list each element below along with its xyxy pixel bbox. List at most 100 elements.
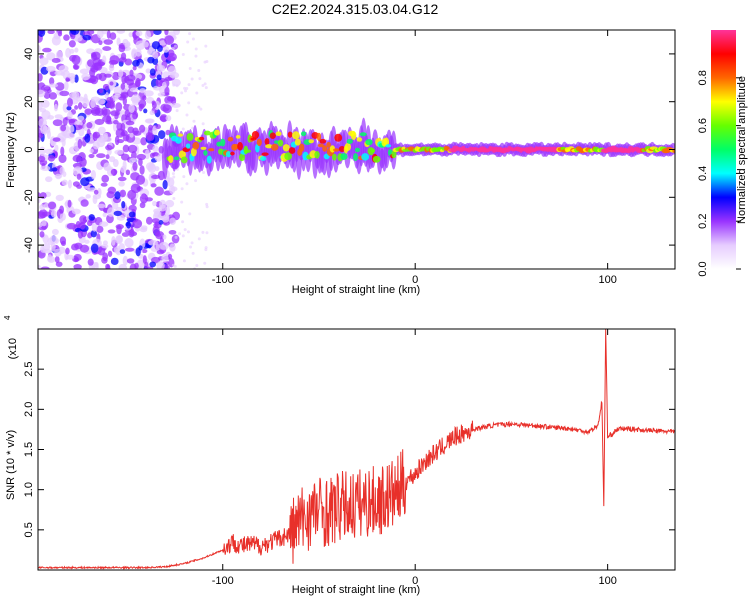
spectrogram-cell xyxy=(38,102,43,111)
snr-y-tick-label: 2.5 xyxy=(23,362,35,377)
spectrogram-cell xyxy=(48,83,59,88)
spectrogram-band-core xyxy=(216,141,222,147)
spectrogram-cell xyxy=(141,248,148,254)
snr-x-tick-label: -100 xyxy=(212,575,234,587)
spectrogram-band-core xyxy=(270,143,279,151)
spectrogram-cell xyxy=(39,192,47,199)
spectrogram-cell xyxy=(43,86,51,91)
spectrogram-cell xyxy=(38,192,41,197)
spectrogram-cell xyxy=(139,202,146,209)
spectrogram-cell xyxy=(135,174,146,185)
spectrogram-y-ticks: -40 -20 0 20 40 xyxy=(23,48,675,253)
spectrogram-cell xyxy=(167,49,175,57)
spectrogram-band-core xyxy=(372,155,381,163)
spectrogram-cell xyxy=(139,165,145,175)
spectrogram-cell xyxy=(62,171,67,177)
spectrogram-cell xyxy=(188,66,192,70)
spectrogram-marks xyxy=(38,30,675,269)
colorbar-label: Normalized spectral amplitude xyxy=(736,76,748,224)
spectrogram-cell xyxy=(132,162,138,171)
spectrogram-cell xyxy=(66,97,73,108)
spectrogram-cell xyxy=(122,144,130,153)
spectrogram-cell xyxy=(90,169,96,180)
spectrogram-band-core xyxy=(340,153,348,160)
spectrogram-cell xyxy=(128,104,135,113)
spectrogram-band-core xyxy=(198,136,205,141)
spectrogram-cell xyxy=(79,221,86,230)
spectrogram-cell xyxy=(90,243,99,254)
spectrogram-band-core xyxy=(338,145,346,153)
spectrogram-cell xyxy=(134,262,139,269)
spectrogram-y-axis-label: Frequency (Hz) xyxy=(5,112,17,188)
spectrogram-cell xyxy=(175,84,179,88)
spectrogram-cell xyxy=(103,39,114,45)
spectrogram-cell xyxy=(38,89,46,98)
spectrogram-cell xyxy=(42,234,49,244)
spectrogram-cell xyxy=(149,261,157,268)
spectrogram-cell xyxy=(96,30,104,39)
spectrogram-cell xyxy=(40,266,50,269)
spectrogram-cell xyxy=(59,90,70,97)
spectrogram-cell xyxy=(138,124,146,133)
spectrogram-cell xyxy=(82,34,92,41)
spectrogram-cell xyxy=(63,34,70,41)
spectrogram-cell xyxy=(145,68,151,74)
spectrogram-band-core xyxy=(361,153,370,161)
spectrogram-cell xyxy=(145,118,154,123)
spectrogram-cell xyxy=(108,64,115,72)
spectrogram-cell xyxy=(76,173,82,180)
spectrogram-cell xyxy=(67,72,76,80)
spectrogram-band-core xyxy=(244,149,252,153)
spectrogram-cell xyxy=(185,86,189,90)
spectrogram-cell xyxy=(132,219,143,229)
colorbar-tick-label: 0.4 xyxy=(697,166,709,181)
spectrogram-cell xyxy=(184,89,188,93)
spectrogram-cell xyxy=(92,195,98,204)
colorbar-tick-label: 0.0 xyxy=(697,261,709,276)
spectrogram-cell xyxy=(186,230,190,234)
spectrogram-cell xyxy=(76,155,81,162)
spectrogram-band-core xyxy=(206,155,212,164)
spectrogram-band-core xyxy=(294,138,301,146)
spectrogram-band-core xyxy=(383,137,390,147)
spectrogram-band-core xyxy=(269,132,276,139)
spectrogram-cell xyxy=(67,179,72,189)
spectrogram-cell xyxy=(124,42,131,48)
spectrogram-cell xyxy=(139,88,147,94)
spectrogram-cell xyxy=(115,235,123,245)
spectrogram-cell xyxy=(63,81,69,91)
spectrogram-band-core xyxy=(317,143,325,148)
spectrogram-cell xyxy=(152,225,160,236)
spectrogram-band-core xyxy=(168,155,174,164)
spectrogram-cell xyxy=(114,149,124,155)
spectrogram-cell xyxy=(49,235,58,244)
spectrogram-cell xyxy=(74,242,83,250)
spectrogram-cell xyxy=(74,257,80,263)
spectrogram-band-core xyxy=(322,145,328,152)
spectrogram-cell xyxy=(39,231,45,238)
spectrogram-cell xyxy=(183,228,187,232)
spectrogram-cell xyxy=(61,179,68,186)
spectrogram-cell xyxy=(90,52,97,58)
spectrogram-cell xyxy=(180,91,184,95)
spectrogram-cell xyxy=(190,77,194,81)
spectrogram-cell xyxy=(156,74,162,81)
snr-scale-note: (x10 xyxy=(7,338,19,359)
spectrogram-cell xyxy=(165,205,170,216)
spectrogram-cell xyxy=(73,264,82,269)
spectrogram-cell xyxy=(106,191,115,199)
spectrogram-cell xyxy=(94,261,99,268)
spectrogram-band-core xyxy=(177,133,184,137)
spectrogram-cell xyxy=(162,46,170,53)
spectrogram-cell xyxy=(190,241,194,245)
spectrogram-cell xyxy=(81,73,91,81)
spectrogram-cell xyxy=(203,60,207,64)
spectrogram-cell xyxy=(55,82,65,91)
spectrogram-cell xyxy=(180,200,184,204)
spectrogram-cell xyxy=(96,225,104,233)
colorbar-tick-label: 0.6 xyxy=(697,118,709,133)
spectrogram-cell xyxy=(203,82,207,86)
spectrogram-band-core xyxy=(185,143,191,149)
spectrogram-cell xyxy=(145,216,153,225)
spectrogram-cell xyxy=(38,196,41,204)
